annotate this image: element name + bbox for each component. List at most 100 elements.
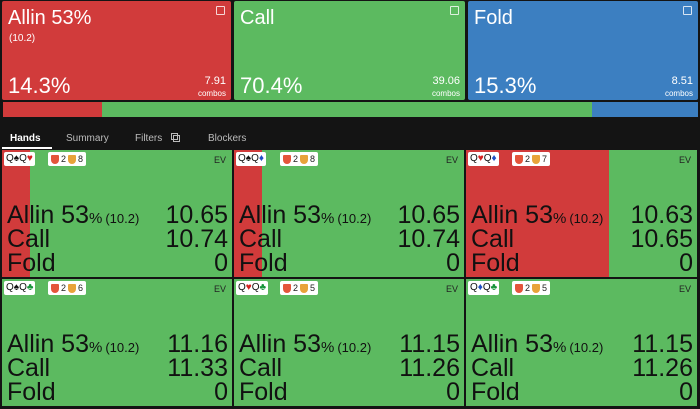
card-rank: Q xyxy=(6,153,14,164)
ev-value: 10.74 xyxy=(397,225,460,253)
ev-label: EV xyxy=(445,284,458,294)
action-combos: 39.06 xyxy=(432,75,460,87)
ev-value: 0 xyxy=(214,249,228,277)
action-title: Call xyxy=(240,7,275,29)
card-suit: ♥ xyxy=(245,282,252,293)
ev-label: EV xyxy=(213,155,226,165)
ev-row: Call 11.26 xyxy=(239,355,460,381)
shield-icon xyxy=(515,154,523,164)
ev-row: Call 11.33 xyxy=(7,355,228,381)
card-suit: ♣ xyxy=(490,282,498,293)
badge-count: 2 xyxy=(61,154,67,164)
action-combos: 8.51 xyxy=(671,75,693,87)
action-unit: % xyxy=(553,339,567,356)
hand-cell[interactable]: Q♥Q♣ 2 5 EV Allin 53% (10.2) 11.15 Call 11.26 Fol… xyxy=(234,279,464,406)
card-suit: ♦ xyxy=(477,282,483,293)
tab-underline xyxy=(2,147,52,149)
card-rank: Q xyxy=(482,282,491,293)
action-panel[interactable]: Call 70.4% 39.06 combos xyxy=(234,1,465,100)
ev-value: 11.26 xyxy=(632,354,693,382)
action-panel[interactable]: Allin 53% (10.2) 14.3% 7.91 combos xyxy=(2,1,231,100)
hand-cell[interactable]: Q♠Q♣ 2 6 EV Allin 53% (10.2) 11.16 Call 11.33 Fol… xyxy=(2,279,232,406)
badge-count: 2 xyxy=(61,283,67,293)
ev-value: 0 xyxy=(446,378,460,406)
action-name: Call xyxy=(7,354,51,382)
shield-icon xyxy=(283,154,291,164)
card-suit: ♥ xyxy=(26,153,33,164)
hand-cell[interactable]: Q♦Q♣ 2 5 EV Allin 53% (10.2) 11.15 Call 11.26 Fol… xyxy=(466,279,697,406)
action-unit: % xyxy=(89,339,103,356)
card-suit: ♠ xyxy=(245,153,252,164)
ev-label: EV xyxy=(213,284,226,294)
ev-row: Call 10.74 xyxy=(7,226,228,252)
card-rank: Q xyxy=(483,153,492,164)
ev-value: 10.65 xyxy=(630,225,693,253)
panel-icon[interactable] xyxy=(216,6,225,15)
ev-row: Allin 53% (10.2) 11.16 xyxy=(7,331,228,357)
ev-row: Allin 53% (10.2) 10.65 xyxy=(239,202,460,228)
tab[interactable]: Summary xyxy=(66,133,109,144)
ev-row: Fold 0 xyxy=(239,250,460,276)
action-combos: 7.91 xyxy=(204,75,226,87)
hand-cell[interactable]: Q♥Q♦ 2 7 EV Allin 53% (10.2) 10.63 Call 10.65 Fol… xyxy=(466,150,697,277)
card-rank: Q xyxy=(470,282,478,293)
hand-cell[interactable]: Q♠Q♥ 2 8 EV Allin 53% (10.2) 10.65 Call 10.74 Fol… xyxy=(2,150,232,277)
action-frequency: 14.3% xyxy=(8,73,71,98)
shield-icon xyxy=(300,283,309,293)
ev-label: EV xyxy=(678,155,691,165)
ev-value: 0 xyxy=(679,378,693,406)
card-suit: ♠ xyxy=(13,282,20,293)
card-rank: Q xyxy=(238,153,246,164)
panel-icon[interactable] xyxy=(683,6,692,15)
hand-cell[interactable]: Q♠Q♦ 2 8 EV Allin 53% (10.2) 10.65 Call 10.74 Fol… xyxy=(234,150,464,277)
allin-share xyxy=(234,150,262,277)
action-sizing: (10.2) xyxy=(337,211,372,226)
tab[interactable]: Hands xyxy=(10,133,41,144)
action-title: Allin 53% xyxy=(8,7,92,29)
hand-cards: Q♠Q♣ xyxy=(4,281,36,295)
action-sizing: (10.2) xyxy=(569,211,604,226)
action-panel[interactable]: Fold 15.3% 8.51 combos xyxy=(468,1,698,100)
card-rank: Q xyxy=(6,282,14,293)
badge-count: 2 xyxy=(293,283,299,293)
filter-icon xyxy=(173,135,180,142)
shield-icon xyxy=(68,154,77,164)
action-frequency: 70.4% xyxy=(240,73,303,98)
card-rank: Q xyxy=(470,153,478,164)
card-suit: ♦ xyxy=(491,153,497,164)
card-rank: Q xyxy=(251,282,260,293)
ev-value: 11.33 xyxy=(167,354,228,382)
strategy-bar-segment xyxy=(3,102,103,117)
ev-row: Fold 0 xyxy=(471,379,693,405)
shield-icon xyxy=(532,154,541,164)
hand-cards: Q♥Q♣ xyxy=(236,281,269,295)
action-name: Allin 53 xyxy=(471,330,553,358)
action-name: Allin 53 xyxy=(7,201,89,229)
shield-icon xyxy=(300,154,309,164)
panel-icon[interactable] xyxy=(450,6,459,15)
badge-count: 2 xyxy=(293,154,299,164)
action-unit: % xyxy=(321,339,335,356)
shield-icon xyxy=(532,283,541,293)
tab[interactable]: Blockers xyxy=(208,133,247,144)
badge-count: 8 xyxy=(310,154,316,164)
ev-row: Fold 0 xyxy=(471,250,693,276)
ev-value: 0 xyxy=(446,249,460,277)
card-rank: Q xyxy=(238,282,246,293)
ev-value: 10.63 xyxy=(630,201,693,229)
allin-share xyxy=(2,150,30,277)
action-frequency: 15.3% xyxy=(474,73,537,98)
action-name: Fold xyxy=(471,249,520,277)
action-unit: % xyxy=(89,210,103,227)
action-name: Allin 53 xyxy=(239,330,321,358)
hand-cards: Q♠Q♦ xyxy=(236,152,266,166)
ev-value: 11.15 xyxy=(399,330,460,358)
tab[interactable]: Filters xyxy=(135,133,163,144)
allin-share xyxy=(466,150,610,277)
